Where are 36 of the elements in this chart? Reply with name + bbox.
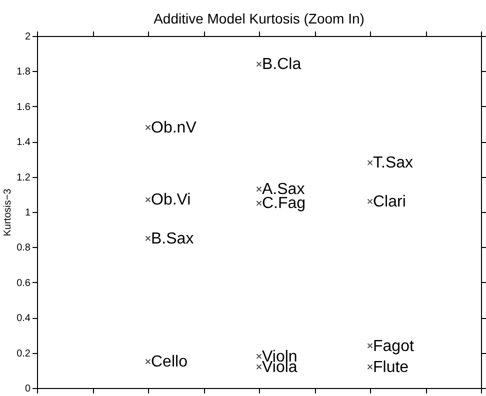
point bbox=[367, 160, 373, 166]
point bbox=[367, 343, 373, 348]
point bbox=[256, 186, 262, 192]
y-tick-label: 0.6 bbox=[16, 278, 31, 289]
series-label: Cello bbox=[151, 354, 188, 371]
y-axis-title: Kurtosis−3 bbox=[2, 188, 14, 236]
y-tick-label: 1.8 bbox=[16, 66, 31, 78]
point bbox=[367, 198, 373, 204]
y-tick-label: 1.2 bbox=[16, 172, 31, 184]
chart-title: Additive Model Kurtosis (Zoom In) bbox=[154, 10, 364, 26]
y-tick-label: 0.8 bbox=[16, 242, 31, 254]
y-tick-label: 1.4 bbox=[16, 137, 31, 148]
y-tick-label: 0.2 bbox=[16, 348, 31, 360]
series-label: Clari bbox=[373, 193, 406, 210]
series-label: T.Sax bbox=[373, 154, 414, 172]
point bbox=[367, 364, 373, 370]
series-label: Fagot bbox=[373, 338, 414, 355]
series-label: Ob.nV bbox=[151, 120, 197, 137]
series-label: B.Cla bbox=[262, 56, 302, 74]
point bbox=[256, 200, 262, 206]
series-label: Flute bbox=[373, 358, 409, 376]
series-label: B.Sax bbox=[151, 230, 194, 248]
y-tick-label: 1 bbox=[24, 208, 31, 218]
series-label: C.Fag bbox=[262, 195, 306, 212]
point bbox=[145, 236, 151, 242]
point bbox=[145, 196, 151, 202]
point bbox=[145, 358, 151, 364]
y-tick-label: 2 bbox=[24, 32, 31, 42]
y-tick-label: 1.6 bbox=[16, 102, 31, 113]
series-label: Ob.Vi bbox=[151, 192, 191, 209]
y-tick-label: 0.4 bbox=[16, 313, 31, 324]
point bbox=[256, 354, 262, 360]
point bbox=[256, 364, 262, 370]
y-tick-label: 0 bbox=[24, 384, 31, 394]
point bbox=[145, 124, 151, 130]
point bbox=[256, 61, 262, 67]
